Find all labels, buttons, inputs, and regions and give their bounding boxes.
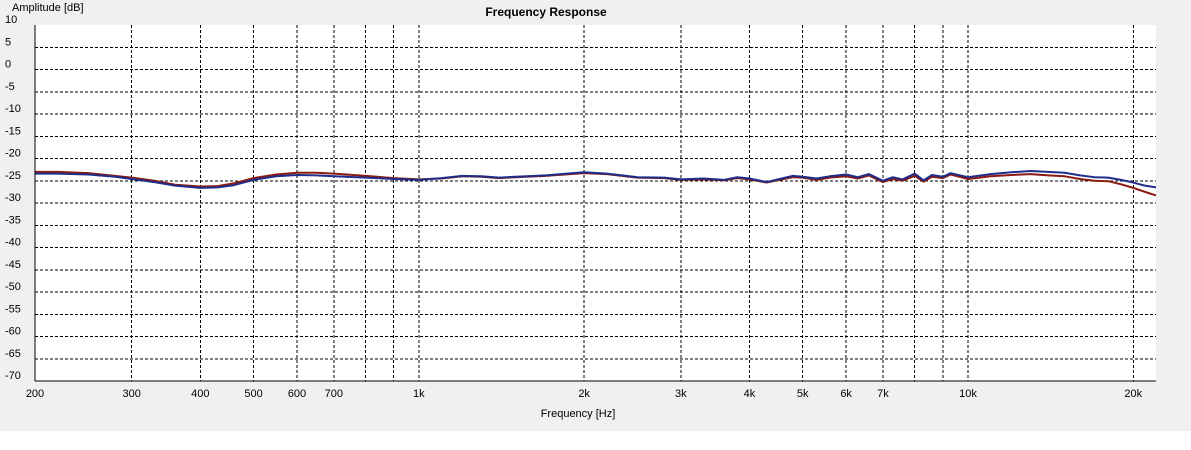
y-tick-label: -20: [5, 148, 21, 160]
x-tick-label: 3k: [675, 388, 687, 400]
x-tick-label: 6k: [840, 388, 852, 400]
x-tick-label: 4k: [744, 388, 756, 400]
y-tick-labels: 10 5 0 -5 -10 -15 -20 -25 -30 -35 -40 -45 -50 -55 -60 -…: [5, 14, 21, 382]
x-tick-label: 7k: [877, 388, 889, 400]
y-tick-label: -45: [5, 259, 21, 271]
y-tick-label: -35: [5, 214, 21, 226]
y-tick-label: -15: [5, 125, 21, 137]
x-tick-label: 600: [288, 388, 306, 400]
y-tick-label: -30: [5, 192, 21, 204]
x-tick-label: 700: [325, 388, 343, 400]
x-tick-label: 10k: [959, 388, 977, 400]
y-tick-label: -40: [5, 237, 21, 249]
series-line-2: [35, 169, 1157, 189]
x-tick-label: 200: [26, 388, 44, 400]
x-tick-label: 400: [191, 388, 209, 400]
y-axis-label: Amplitude [dB]: [12, 2, 84, 14]
x-tick-labels: 200 300 400 500 600 700 1k 2k 3k 4k 5k 6k 7k 10k 20k: [26, 388, 1143, 400]
x-axis-label: Frequency [Hz]: [541, 408, 616, 420]
x-tick-label: 2k: [578, 388, 590, 400]
y-tick-label: -55: [5, 303, 21, 315]
y-tick-label: 5: [5, 36, 11, 48]
frequency-response-chart: 10 5 0 -5 -10 -15 -20 -25 -30 -35 -40 -45 -50 -55 -60 -…: [5, 2, 1157, 420]
y-tick-label: 10: [5, 14, 17, 26]
y-tick-label: 0: [5, 59, 11, 71]
grid-lines: [35, 25, 1156, 381]
y-tick-label: -10: [5, 103, 21, 115]
chart-panel: 10 5 0 -5 -10 -15 -20 -25 -30 -35 -40 -45 -50 -55 -60 -…: [0, 0, 1191, 431]
series-group: [35, 169, 1157, 197]
x-tick-label: 20k: [1124, 388, 1142, 400]
x-tick-label: 1k: [413, 388, 425, 400]
y-tick-label: -25: [5, 170, 21, 182]
y-tick-label: -5: [5, 81, 15, 93]
y-tick-label: -70: [5, 370, 21, 382]
axes: [34, 25, 1156, 382]
y-tick-label: -60: [5, 326, 21, 338]
x-tick-label: 300: [123, 388, 141, 400]
x-tick-label: 5k: [797, 388, 809, 400]
y-tick-label: -65: [5, 348, 21, 360]
x-tick-label: 500: [244, 388, 262, 400]
y-tick-label: -50: [5, 281, 21, 293]
chart-title: Frequency Response: [485, 5, 607, 19]
